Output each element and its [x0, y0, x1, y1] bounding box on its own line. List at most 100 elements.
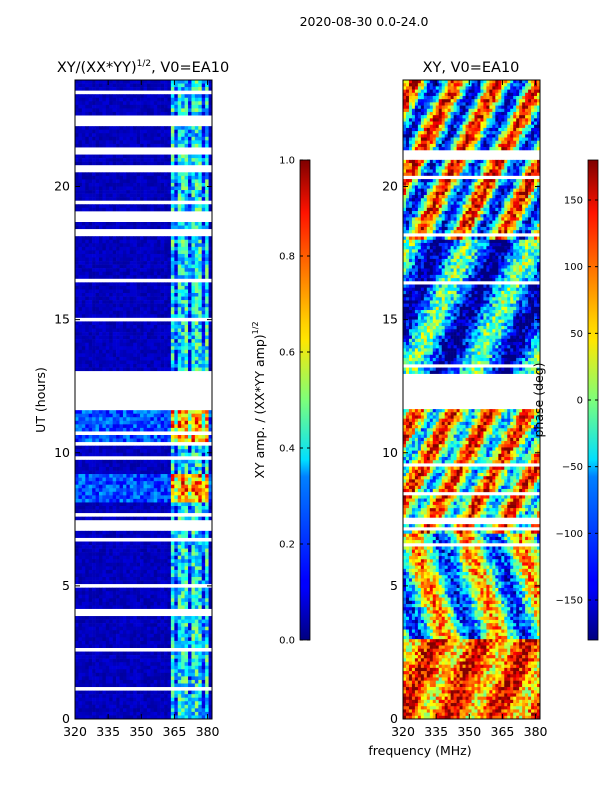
heatmap-cell [122, 413, 127, 418]
heatmap-cell [146, 310, 151, 315]
heatmap-cell [105, 261, 110, 265]
heatmap-cell [92, 161, 96, 166]
heatmap-cell [136, 303, 141, 308]
heatmap-cell [95, 271, 100, 276]
heatmap-cell [109, 324, 113, 329]
heatmap-cell [208, 445, 212, 450]
heatmap-cell [188, 594, 192, 599]
heatmap-cell [198, 140, 203, 145]
heatmap-cell [122, 83, 127, 88]
heatmap-cell [140, 420, 144, 425]
heatmap-cell [184, 126, 189, 130]
heatmap-cell [181, 175, 185, 180]
heatmap-cell [170, 545, 175, 549]
heatmap-cell [122, 364, 127, 368]
heatmap-cell [129, 182, 134, 187]
heatmap-cell [146, 239, 151, 244]
heatmap-cell [105, 491, 110, 496]
heatmap-cell [112, 502, 117, 507]
heatmap-cell [174, 449, 179, 454]
heatmap-cell [75, 296, 79, 301]
heatmap-cell [164, 619, 168, 624]
heatmap-cell [116, 133, 120, 138]
heatmap-cell [153, 598, 158, 603]
heatmap-cell [109, 566, 113, 571]
heatmap-cell [146, 630, 151, 635]
heatmap-cell [164, 204, 168, 209]
heatmap-cell [143, 97, 148, 102]
heatmap-cell [164, 271, 168, 276]
heatmap-cell [75, 427, 79, 432]
heatmap-cell [153, 548, 158, 553]
heatmap-cell [102, 541, 107, 546]
heatmap-cell [153, 271, 158, 276]
heatmap-cell [146, 268, 151, 272]
heatmap-cell [126, 623, 131, 627]
heatmap-cell [157, 111, 161, 116]
heatmap-cell [164, 175, 168, 180]
heatmap-cell [164, 222, 168, 226]
heatmap-cell [102, 335, 107, 340]
heatmap-cell [201, 495, 206, 500]
heatmap-cell [167, 427, 172, 432]
heatmap-cell [181, 459, 185, 464]
heatmap-gap-row [75, 232, 212, 237]
heatmap-cell [136, 314, 141, 319]
heatmap-cell [112, 253, 117, 258]
heatmap-cell [201, 133, 206, 138]
heatmap-cell [170, 136, 175, 141]
heatmap-cell [164, 509, 168, 514]
heatmap-cell [95, 108, 100, 113]
heatmap-cell [81, 94, 86, 99]
heatmap-cell [98, 154, 103, 159]
heatmap-cell [88, 573, 93, 578]
heatmap-cell [157, 626, 161, 631]
heatmap-cell [85, 250, 89, 255]
heatmap-cell [188, 463, 192, 468]
heatmap-cell [174, 310, 179, 315]
heatmap-cell [153, 250, 158, 255]
heatmap-cell [188, 651, 192, 656]
heatmap-cell [112, 506, 117, 510]
heatmap-cell [164, 143, 168, 148]
heatmap-cell [136, 598, 141, 603]
heatmap-cell [177, 129, 182, 134]
heatmap-cell [81, 87, 86, 91]
heatmap-cell [136, 186, 141, 191]
heatmap-cell [194, 300, 199, 304]
heatmap-cell [194, 506, 199, 510]
heatmap-cell [85, 619, 89, 624]
heatmap-cell [167, 438, 172, 443]
heatmap-cell [129, 435, 134, 439]
heatmap-cell [112, 246, 117, 251]
heatmap-cell [95, 133, 100, 138]
heatmap-cell [181, 488, 185, 493]
heatmap-cell [81, 435, 86, 439]
heatmap-cell [102, 222, 107, 226]
heatmap-cell [160, 328, 165, 333]
heatmap-cell [78, 161, 83, 166]
heatmap-cell [181, 353, 185, 358]
heatmap-cell [160, 236, 165, 241]
heatmap-cell [92, 346, 96, 351]
heatmap-cell [160, 268, 165, 272]
heatmap-cell [184, 314, 189, 319]
heatmap-cell [78, 413, 83, 418]
heatmap-cell [102, 346, 107, 351]
heatmap-cell [133, 569, 137, 574]
heatmap-cell [122, 562, 127, 567]
heatmap-cell [194, 541, 199, 546]
heatmap-cell [119, 356, 124, 361]
heatmap-cell [98, 364, 103, 368]
heatmap-cell [126, 236, 131, 241]
heatmap-cell [170, 534, 175, 539]
heatmap-cell [126, 506, 131, 510]
heatmap-cell [201, 506, 206, 510]
heatmap-cell [88, 516, 93, 521]
heatmap-cell [81, 136, 86, 141]
heatmap-cell [88, 161, 93, 166]
heatmap-cell [208, 449, 212, 454]
heatmap-cell [174, 175, 179, 180]
heatmap-cell [184, 488, 189, 493]
heatmap-cell [194, 161, 199, 166]
